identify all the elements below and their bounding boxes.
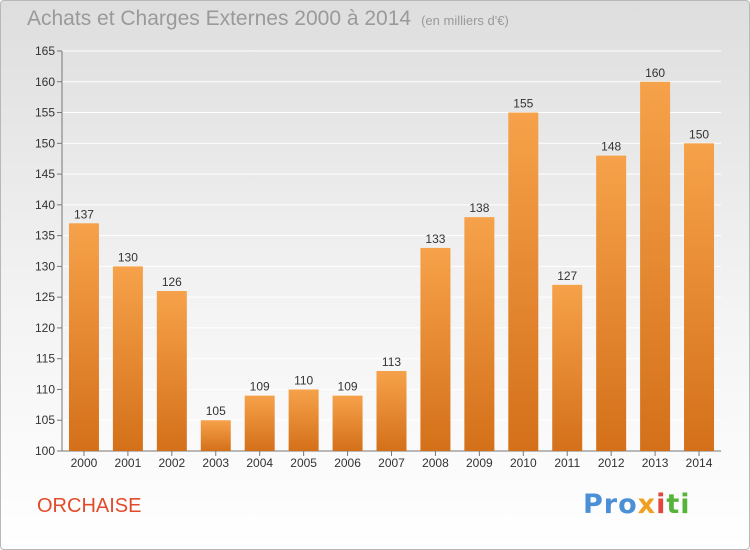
bar-2011 [552,284,583,451]
x-axis: 2000 2001 2002 2003 2004 2005 2006 2007 2008 2009… [62,450,721,470]
chart-unit: (en milliers d'€) [421,13,509,28]
x-tick-label: 2010 [510,456,537,470]
bar-2010 [508,112,539,452]
bar-value-label: 127 [557,269,577,283]
x-tick-label: 2004 [246,456,273,470]
y-tick-label: 145 [35,167,55,181]
x-tick-label: 2001 [115,456,142,470]
x-tick-label: 2002 [158,456,185,470]
x-tick-label: 2012 [598,456,625,470]
y-tick-label: 130 [35,259,55,273]
bar-2007 [376,371,407,451]
bar-value-label: 126 [162,275,182,289]
locality-name: ORCHAISE [37,495,142,517]
bar-value-label: 148 [601,140,621,154]
x-tick-label: 2008 [422,456,449,470]
y-tick-label: 105 [35,413,55,427]
x-tick-label: 2006 [334,456,361,470]
chart-title: Achats et Charges Externes 2000 à 2014 (e… [27,7,509,31]
bar-2002 [156,291,187,451]
y-tick-label: 165 [35,44,55,58]
y-tick-label: 100 [35,444,55,458]
bar-2003 [200,420,231,451]
bar-2009 [464,217,495,451]
chart-title-text: Achats et Charges Externes 2000 à 2014 [27,7,412,30]
bar-value-label: 110 [294,373,313,387]
x-tick-label: 2003 [202,456,229,470]
y-axis: 100 105 110 115 120 125 130 135 140 145 150 155 160 1… [35,44,63,458]
x-tick-label: 2009 [466,456,493,470]
y-tick-label: 125 [35,290,55,304]
bar-2014 [684,143,715,452]
y-tick-label: 150 [35,136,55,150]
y-tick-label: 140 [35,198,55,212]
bar-value-label: 138 [469,201,489,215]
y-tick-label: 110 [36,382,55,396]
x-tick-label: 2000 [71,456,98,470]
bar-2001 [112,266,143,451]
bar-value-label: 109 [250,380,270,394]
bar-2012 [596,155,627,451]
x-tick-label: 2011 [554,456,580,470]
bar-2000 [68,223,99,451]
bar-value-label: 113 [382,355,401,369]
bar-2006 [332,395,363,451]
bar-value-label: 109 [338,380,358,394]
x-tick-label: 2007 [378,456,405,470]
bar-2005 [288,389,319,451]
bar-value-label: 105 [206,404,226,418]
bar-2013 [640,81,671,452]
y-tick-label: 120 [35,321,55,335]
bar-value-label: 133 [425,232,445,246]
x-tick-label: 2014 [686,456,713,470]
bar-value-label: 160 [645,66,665,80]
y-tick-label: 155 [35,106,55,120]
bar-2008 [420,247,451,451]
bar-value-label: 137 [74,207,94,221]
bar-value-label: 150 [689,127,709,141]
y-tick-label: 135 [35,229,55,243]
proxiti-logo: Proxiti [583,489,691,520]
x-tick-label: 2005 [290,456,317,470]
bar-value-label: 130 [118,250,138,264]
x-tick-label: 2013 [642,456,669,470]
bars: 137 130 126 105 109 110 109 113 133 138 155 127 148 1… [68,66,715,452]
bar-value-label: 155 [513,97,533,111]
y-tick-label: 160 [35,75,55,89]
bar-2004 [244,395,275,451]
y-tick-label: 115 [36,352,55,366]
